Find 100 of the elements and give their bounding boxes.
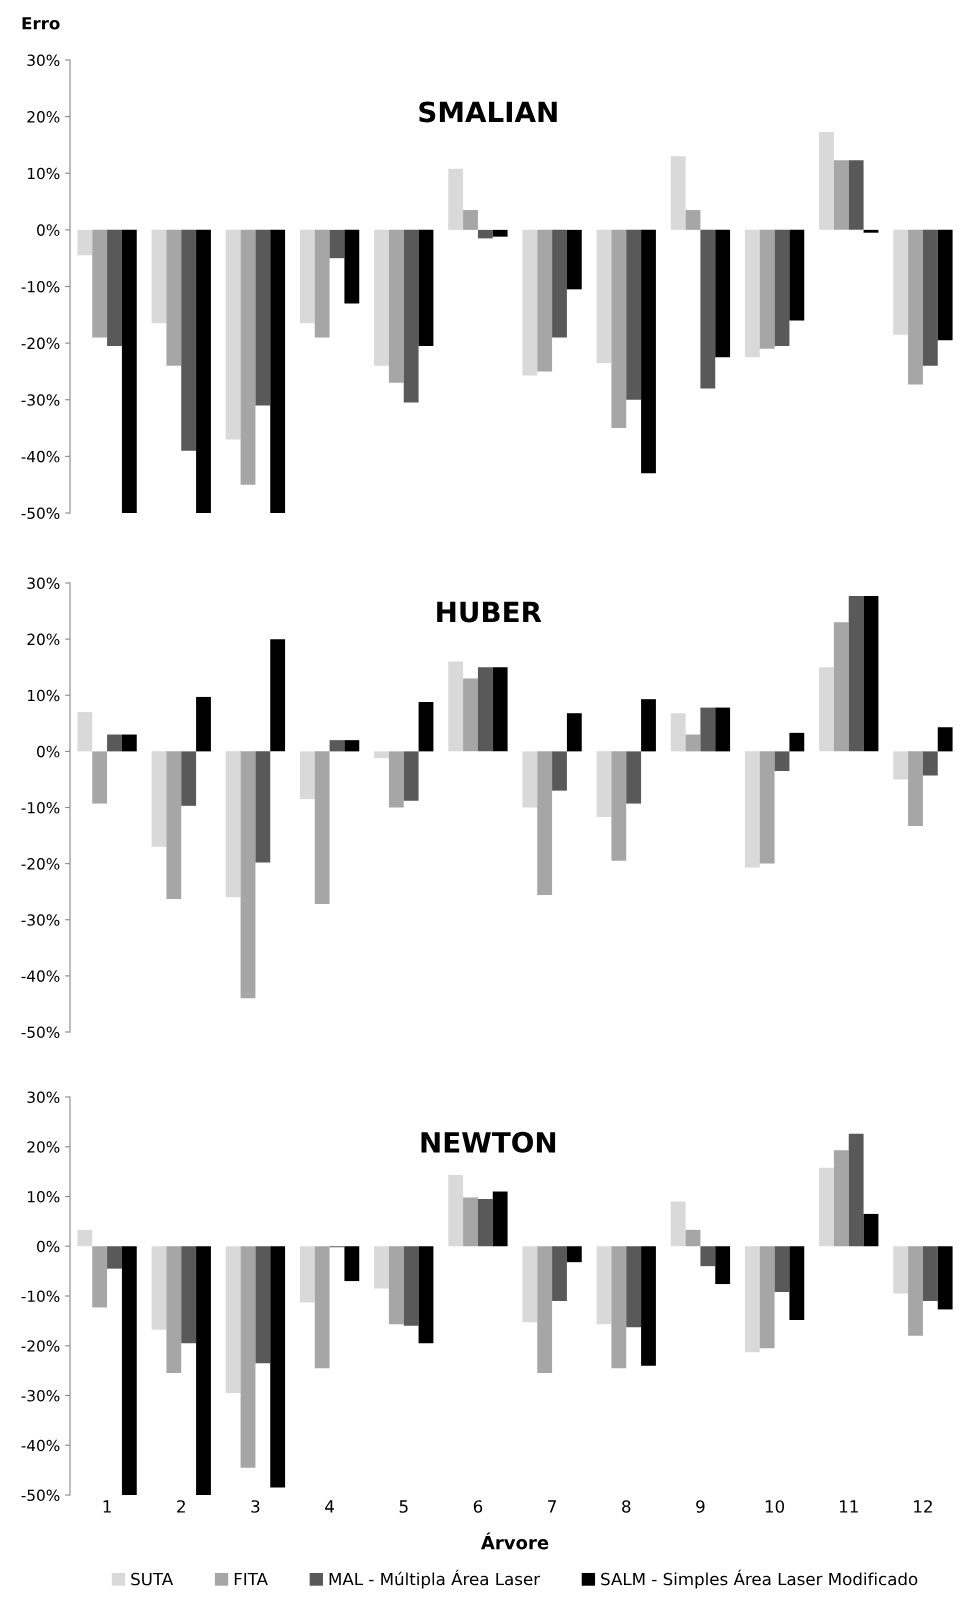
bar xyxy=(522,1246,538,1323)
bar xyxy=(596,229,612,363)
y-tick-label: 0% xyxy=(37,745,60,758)
bar xyxy=(670,156,686,230)
bar xyxy=(833,160,849,230)
bar xyxy=(759,751,775,864)
bar xyxy=(240,1246,256,1468)
bar xyxy=(418,229,434,346)
bar xyxy=(626,1246,642,1328)
bar xyxy=(314,751,330,905)
bar xyxy=(566,229,582,290)
bar xyxy=(77,229,93,256)
bar xyxy=(626,751,642,804)
bar xyxy=(166,751,182,899)
bar xyxy=(774,229,790,346)
bar xyxy=(225,1246,241,1394)
x-axis-title: Árvore xyxy=(480,1532,549,1550)
bar xyxy=(403,751,419,801)
bar xyxy=(715,229,731,358)
y-tick-label: -30% xyxy=(21,1389,60,1402)
bar xyxy=(196,229,211,513)
bar xyxy=(685,210,701,230)
bar xyxy=(151,229,167,324)
bar xyxy=(552,1246,567,1301)
bar xyxy=(863,1213,879,1247)
bar xyxy=(463,1197,478,1247)
legend-label: MAL - Múltipla Área Laser xyxy=(329,1569,541,1589)
bar xyxy=(121,1246,137,1495)
bar xyxy=(92,229,108,338)
bar xyxy=(299,1246,315,1303)
bar xyxy=(759,1246,775,1349)
bar xyxy=(611,229,627,429)
bar xyxy=(388,1246,404,1325)
x-tick-label: 4 xyxy=(325,1500,334,1513)
bar xyxy=(151,1246,167,1330)
bar xyxy=(477,229,493,239)
bar xyxy=(715,1246,731,1285)
x-tick-label: 2 xyxy=(177,1500,185,1513)
bar xyxy=(641,699,656,752)
bar xyxy=(566,713,582,752)
bar xyxy=(403,1246,419,1326)
y-tick-label: -20% xyxy=(21,858,60,870)
bar xyxy=(596,1246,612,1325)
x-tick-label: 7 xyxy=(548,1500,556,1513)
bar xyxy=(744,1246,760,1353)
bar xyxy=(181,751,197,806)
y-tick-label: -50% xyxy=(21,507,60,520)
bar xyxy=(374,751,389,759)
bar xyxy=(848,160,864,230)
bar xyxy=(121,734,137,752)
text: NEWTON xyxy=(421,1131,556,1153)
bar xyxy=(418,1246,434,1344)
bar xyxy=(463,678,478,752)
text: HUBER xyxy=(437,601,542,623)
x-tick-label: 3 xyxy=(251,1500,260,1513)
bar xyxy=(611,751,627,861)
bar xyxy=(492,667,508,752)
y-tick-label: -10% xyxy=(21,280,60,293)
bar xyxy=(537,229,553,372)
bar xyxy=(166,1246,182,1374)
bar xyxy=(388,229,404,383)
y-tick-label: 30% xyxy=(27,1091,60,1104)
bar xyxy=(685,734,701,752)
bar xyxy=(314,1246,330,1369)
bar xyxy=(922,751,938,776)
bar xyxy=(225,751,241,898)
bar xyxy=(893,1246,909,1294)
legend-label: SUTA xyxy=(131,1572,174,1586)
y-tick-label: 10% xyxy=(28,167,60,180)
y-tick-label: -40% xyxy=(21,970,60,982)
bar xyxy=(700,707,716,752)
bar xyxy=(77,1229,93,1247)
bar xyxy=(522,751,538,808)
bar xyxy=(329,740,345,752)
y-tick-label: 0% xyxy=(37,224,60,236)
bar xyxy=(92,751,108,804)
bar xyxy=(403,229,419,403)
x-tick-label: 8 xyxy=(622,1500,631,1513)
bar xyxy=(670,713,686,752)
y-tick-label: 0% xyxy=(37,1240,60,1253)
bar xyxy=(937,1246,953,1310)
bar xyxy=(893,751,909,780)
bar xyxy=(908,1246,923,1336)
bar xyxy=(819,667,834,752)
bar xyxy=(848,1133,864,1247)
x-tick-label: 5 xyxy=(399,1500,408,1513)
bar xyxy=(848,595,864,752)
bar xyxy=(537,1246,553,1374)
bar xyxy=(374,1246,389,1289)
bar xyxy=(463,210,478,230)
bar xyxy=(744,751,760,868)
bar xyxy=(774,751,790,772)
bar xyxy=(299,229,315,324)
bar xyxy=(107,1246,122,1269)
bar xyxy=(314,229,330,338)
bar xyxy=(789,732,805,752)
y-tick-label: -30% xyxy=(21,394,60,406)
y-tick-label: 10% xyxy=(28,689,60,702)
bar xyxy=(121,229,137,513)
bar xyxy=(196,1246,211,1495)
